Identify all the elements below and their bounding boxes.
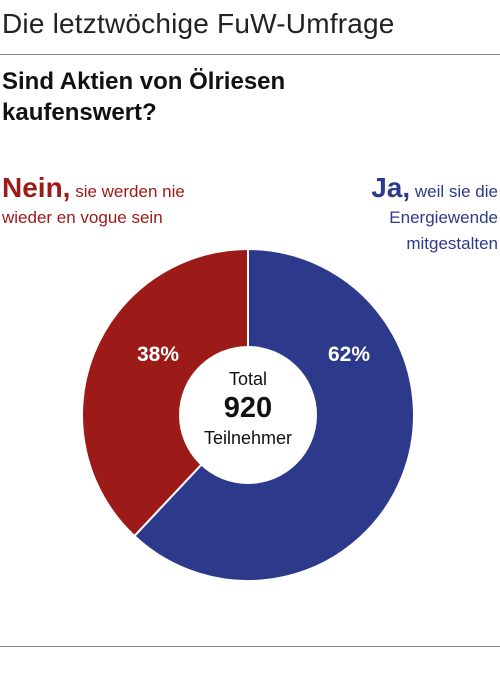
center-total-value: 920 bbox=[224, 392, 272, 424]
chart-title-line-1: Sind Aktien von Ölriesen bbox=[2, 68, 286, 95]
bottom-divider bbox=[0, 646, 500, 647]
center-total-label: Total bbox=[229, 369, 267, 389]
chart-title-line-2: kaufenswert? bbox=[2, 99, 157, 126]
center-total-unit: Teilnehmer bbox=[204, 428, 292, 448]
legend-nein: Nein, sie werden nie wieder en vogue sei… bbox=[2, 172, 212, 231]
slice-label-nein: 38% bbox=[137, 343, 179, 366]
legend-ja: Ja, weil sie die Energiewende mitgestalt… bbox=[298, 172, 498, 257]
legend-ja-word: Ja, bbox=[371, 172, 411, 203]
legend-nein-word: Nein, bbox=[2, 172, 71, 203]
legend-nein-text: sie werden nie wieder en vogue sein bbox=[2, 182, 185, 227]
slice-nein bbox=[81, 247, 249, 538]
chart-title: Sind Aktien von Ölriesen kaufenswert? bbox=[2, 66, 422, 128]
legend-ja-text: weil sie die Energiewende mitgestalten bbox=[389, 182, 498, 253]
page-kicker: Die letztwöchige FuW-Umfrage bbox=[2, 8, 395, 39]
top-divider bbox=[0, 54, 500, 55]
donut-center bbox=[179, 346, 317, 484]
slice-label-ja: 62% bbox=[328, 343, 370, 366]
